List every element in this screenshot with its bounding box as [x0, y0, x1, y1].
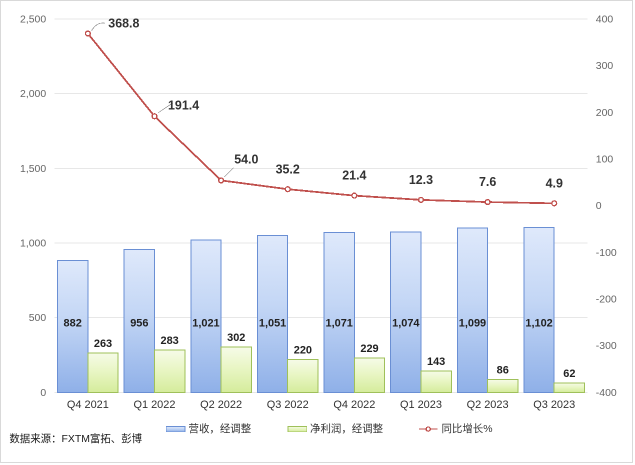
svg-text:-100: -100: [596, 248, 617, 259]
svg-text:0: 0: [40, 388, 46, 399]
svg-text:1,500: 1,500: [20, 164, 46, 175]
svg-text:191.4: 191.4: [168, 99, 199, 113]
svg-text:220: 220: [294, 344, 312, 356]
svg-text:1,051: 1,051: [259, 318, 286, 330]
svg-text:Q4 2022: Q4 2022: [333, 399, 375, 411]
svg-text:882: 882: [64, 318, 82, 330]
svg-text:300: 300: [596, 61, 614, 72]
svg-text:Q3 2022: Q3 2022: [267, 399, 309, 411]
svg-text:净利润，经调整: 净利润，经调整: [310, 422, 384, 435]
svg-text:1,074: 1,074: [392, 318, 420, 330]
svg-text:263: 263: [94, 338, 112, 350]
svg-text:Q1 2023: Q1 2023: [400, 399, 442, 411]
svg-text:同比增长%: 同比增长%: [441, 422, 492, 435]
svg-text:Q4 2021: Q4 2021: [67, 399, 109, 411]
svg-text:21.4: 21.4: [342, 169, 366, 183]
svg-text:Q2 2023: Q2 2023: [467, 399, 509, 411]
svg-text:302: 302: [227, 332, 245, 344]
svg-text:1,102: 1,102: [525, 318, 552, 330]
svg-text:1,099: 1,099: [459, 318, 486, 330]
svg-text:100: 100: [596, 154, 614, 165]
svg-text:500: 500: [29, 313, 47, 324]
svg-text:283: 283: [161, 335, 179, 347]
svg-text:54.0: 54.0: [234, 152, 258, 166]
svg-text:-300: -300: [596, 341, 617, 352]
svg-text:35.2: 35.2: [276, 162, 300, 176]
svg-text:2,000: 2,000: [20, 89, 46, 100]
svg-text:86: 86: [497, 364, 509, 376]
svg-text:Q1 2022: Q1 2022: [133, 399, 175, 411]
svg-text:368.8: 368.8: [108, 16, 139, 30]
svg-text:Q3 2023: Q3 2023: [533, 399, 575, 411]
svg-text:956: 956: [130, 318, 148, 330]
svg-text:1,000: 1,000: [20, 238, 46, 249]
svg-text:229: 229: [360, 343, 378, 355]
svg-text:1,021: 1,021: [192, 318, 219, 330]
svg-text:7.6: 7.6: [479, 175, 496, 189]
svg-text:1,071: 1,071: [325, 318, 352, 330]
svg-text:4.9: 4.9: [546, 176, 563, 190]
svg-text:400: 400: [596, 14, 614, 25]
svg-text:营收，经调整: 营收，经调整: [189, 422, 252, 435]
svg-text:2,500: 2,500: [20, 14, 46, 25]
svg-text:Q2 2022: Q2 2022: [200, 399, 242, 411]
svg-text:143: 143: [427, 356, 445, 368]
svg-text:12.3: 12.3: [409, 173, 433, 187]
svg-text:-200: -200: [596, 294, 617, 305]
svg-text:62: 62: [563, 368, 575, 380]
svg-text:200: 200: [596, 108, 614, 119]
svg-text:0: 0: [596, 201, 602, 212]
svg-text:-400: -400: [596, 388, 617, 399]
svg-text:数据来源：FXTM富拓、彭博: 数据来源：FXTM富拓、彭博: [9, 432, 142, 445]
